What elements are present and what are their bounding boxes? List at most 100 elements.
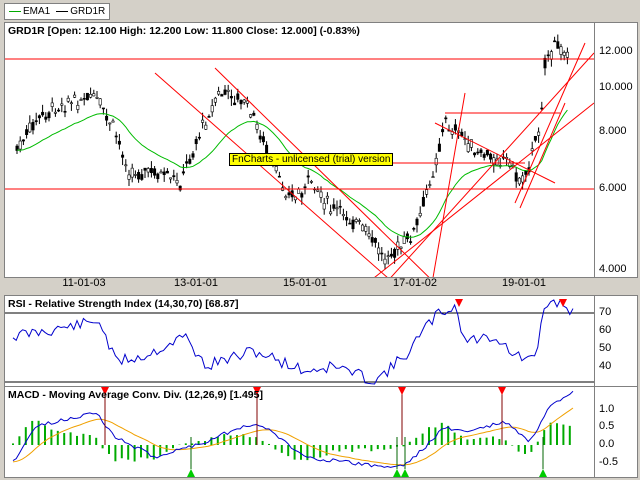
price-candle [389,253,393,257]
price-candle [140,174,144,180]
rsi-panel-title: RSI - Relative Strength Index (14,30,70)… [8,298,239,310]
macd-y-tick: 0.0 [599,438,615,450]
legend-item-grd1r[interactable]: GRD1R [56,6,105,17]
price-chart-plot [5,34,594,277]
price-candle [245,100,249,104]
price-candle [562,52,566,56]
price-candle [172,175,176,178]
macd-panel[interactable]: MACD - Moving Average Conv. Div. (12,26,… [4,386,595,478]
price-candle [197,136,201,139]
sell-signal-arrow [253,387,261,395]
price-candle [108,122,112,125]
price-candle [220,94,224,97]
price-candle [357,220,361,222]
trendline [214,67,430,277]
price-panel-title: GRD1R [Open: 12.100 High: 12.200 Low: 11… [8,25,360,37]
price-candle [367,233,371,237]
price-candle [175,180,179,184]
price-chart-panel[interactable]: GRD1R [Open: 12.100 High: 12.200 Low: 11… [4,22,595,278]
price-candle [274,166,278,172]
price-candle [546,54,550,57]
price-candle [57,109,61,112]
price-candle [351,219,355,230]
price-candle [63,110,67,113]
price-candle [181,171,185,174]
price-candle [335,207,339,210]
price-candle [73,94,77,98]
price-candle [223,89,227,95]
price-candle [565,51,569,58]
macd-y-tick: 0.5 [599,420,615,432]
price-candle [354,219,358,222]
rsi-plot [5,298,594,385]
price-candle [482,154,486,158]
price-candle [258,135,262,140]
macd-y-tick: -0.5 [599,456,618,468]
price-candle [76,105,80,110]
macd-y-tick: 1.0 [599,403,615,415]
x-tick-label: 15-01-01 [282,277,328,289]
price-candle [146,168,150,173]
price-candle [133,174,137,176]
price-candle [393,248,397,258]
price-candle [252,112,256,116]
time-x-axis: 11-01-03 13-01-01 15-01-01 17-01-02 19-0… [4,276,593,294]
price-y-tick: 10.000 [599,81,633,93]
price-candle [204,124,208,130]
price-candle [165,170,169,174]
rsi-y-tick: 60 [599,324,612,336]
rsi-y-tick: 40 [599,360,612,372]
price-candle [549,51,553,60]
price-candle [188,158,192,164]
chart-legend: EMA1 GRD1R [4,3,111,20]
price-candle [479,149,483,153]
price-candle [265,144,269,154]
price-candle [201,119,205,123]
price-candle [556,41,560,49]
price-candle [34,120,38,123]
price-y-tick: 4.000 [599,263,627,275]
rsi-y-tick: 50 [599,342,612,354]
price-candle [434,157,438,166]
price-candle [338,205,342,208]
price-candle [361,224,365,232]
price-candle [239,100,243,105]
price-candle [92,93,96,97]
price-candle [117,140,121,145]
price-candle [213,97,217,103]
trendline [432,92,466,277]
price-candle [441,129,445,133]
legend-item-ema[interactable]: EMA1 [9,6,50,17]
rsi-panel[interactable]: RSI - Relative Strength Index (14,30,70)… [4,295,595,387]
price-candle [159,171,163,174]
price-candle [345,217,349,221]
price-candle [514,172,518,182]
price-candle [114,135,118,138]
price-candle [380,252,384,255]
price-candle [143,167,147,171]
price-candle [469,139,473,148]
price-candle [47,112,51,119]
price-candle [373,238,377,243]
price-candle [82,98,86,100]
price-candle [444,117,448,120]
price-candle [79,99,83,101]
price-candle [21,139,25,142]
sell-signal-arrow [101,387,109,395]
price-candle [169,177,173,180]
price-candle [309,181,313,183]
sell-signal-arrow [559,299,567,307]
price-candle [300,193,304,198]
price-candle [111,120,115,123]
price-candle [178,185,182,191]
price-candle [409,241,413,243]
price-candle [127,174,131,180]
price-candle [37,115,41,119]
price-candle [194,139,198,145]
price-candle [476,151,480,154]
trendline [519,102,566,209]
price-candle [124,164,128,167]
buy-signal-arrow [401,469,409,477]
price-candle [348,222,352,225]
price-candle [428,184,432,186]
